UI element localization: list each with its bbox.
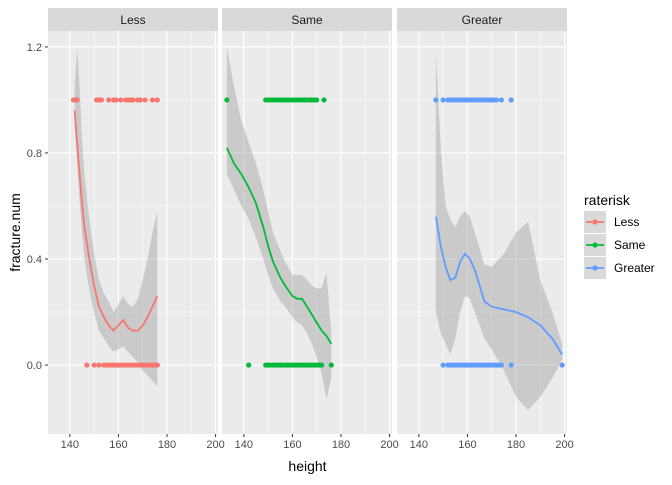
data-point [84, 362, 90, 368]
legend-item-same: Same [584, 234, 646, 256]
y-tick-label: 1.2 [27, 42, 42, 54]
facet-strip-label: Less [120, 13, 145, 27]
legend-key-point [592, 242, 598, 248]
data-point [118, 97, 124, 103]
x-tick-label: 160 [283, 439, 301, 451]
data-point [96, 362, 102, 368]
data-point [98, 97, 105, 103]
data-point [498, 362, 505, 368]
data-point [508, 362, 514, 368]
legend-item-greater: Greater [584, 257, 655, 279]
legend-key-point [592, 219, 598, 225]
facet-panel-less: Less 140 160 180 200 [48, 8, 225, 451]
data-point [142, 97, 148, 103]
facet-strip-label: Same [291, 13, 323, 27]
legend-key-point [592, 265, 598, 271]
facet-panels: Less 140 160 180 200 Same 140 160 180 200 Greater 1… [48, 8, 574, 451]
confidence-ribbon-same [226, 46, 332, 400]
confidence-ribbon-less [74, 46, 158, 387]
data-point [498, 97, 505, 103]
legend-label: Same [614, 238, 646, 252]
smooth-line-less [73, 110, 159, 332]
data-point [149, 97, 156, 103]
data-point [154, 362, 160, 368]
legend: raterisk Less Same Greater [584, 192, 655, 279]
x-tick-label: 160 [458, 439, 476, 451]
legend-title: raterisk [584, 192, 631, 208]
facet-strip [48, 8, 218, 31]
x-tick-label: 140 [235, 439, 253, 451]
x-tick-label: 180 [158, 439, 176, 451]
facet-panel-same: Same 140 160 180 200 [222, 8, 399, 451]
data-point [224, 97, 230, 103]
legend-label: Greater [614, 261, 655, 275]
facet-strip-label: Greater [462, 13, 503, 27]
y-tick-label: 0.8 [27, 148, 42, 160]
data-point [508, 97, 514, 103]
x-tick-label: 200 [380, 439, 398, 451]
x-tick-label: 200 [555, 439, 573, 451]
y-tick-label: 0.0 [27, 360, 42, 372]
x-axis-title: height [288, 458, 326, 474]
data-point [440, 362, 446, 368]
panel-background [48, 31, 218, 434]
data-point [559, 362, 565, 368]
smooth-line-greater [435, 216, 563, 355]
legend-label: Less [614, 215, 639, 229]
facet-panel-greater: Greater 140 160 180 200 [397, 8, 574, 451]
data-point [433, 97, 439, 103]
data-point [113, 97, 119, 103]
smooth-line-same [226, 147, 333, 345]
x-tick-label: 160 [109, 439, 127, 451]
x-tick-label: 180 [332, 439, 350, 451]
x-tick-label: 180 [507, 439, 525, 451]
panel-background [222, 31, 392, 434]
x-tick-label: 140 [61, 439, 79, 451]
data-point [154, 97, 160, 103]
data-point [130, 97, 136, 103]
facet-strip [397, 8, 567, 31]
data-point [493, 97, 500, 103]
data-point [314, 97, 320, 103]
data-point [321, 97, 327, 103]
data-point [91, 362, 97, 368]
y-axis-title: fracture.num [7, 193, 23, 272]
facet-strip [222, 8, 392, 31]
data-point [106, 97, 112, 103]
data-point [440, 97, 446, 103]
data-point [137, 97, 143, 103]
legend-item-less: Less [584, 211, 639, 233]
data-point [328, 362, 334, 368]
x-tick-label: 140 [410, 439, 428, 451]
data-point [246, 362, 252, 368]
x-tick-label: 200 [206, 439, 224, 451]
y-axis: 0.0 0.4 0.8 1.2 [27, 42, 48, 372]
data-point [318, 362, 325, 368]
y-tick-label: 0.4 [27, 254, 42, 266]
confidence-ribbon-greater [435, 52, 563, 411]
data-point [74, 97, 80, 103]
